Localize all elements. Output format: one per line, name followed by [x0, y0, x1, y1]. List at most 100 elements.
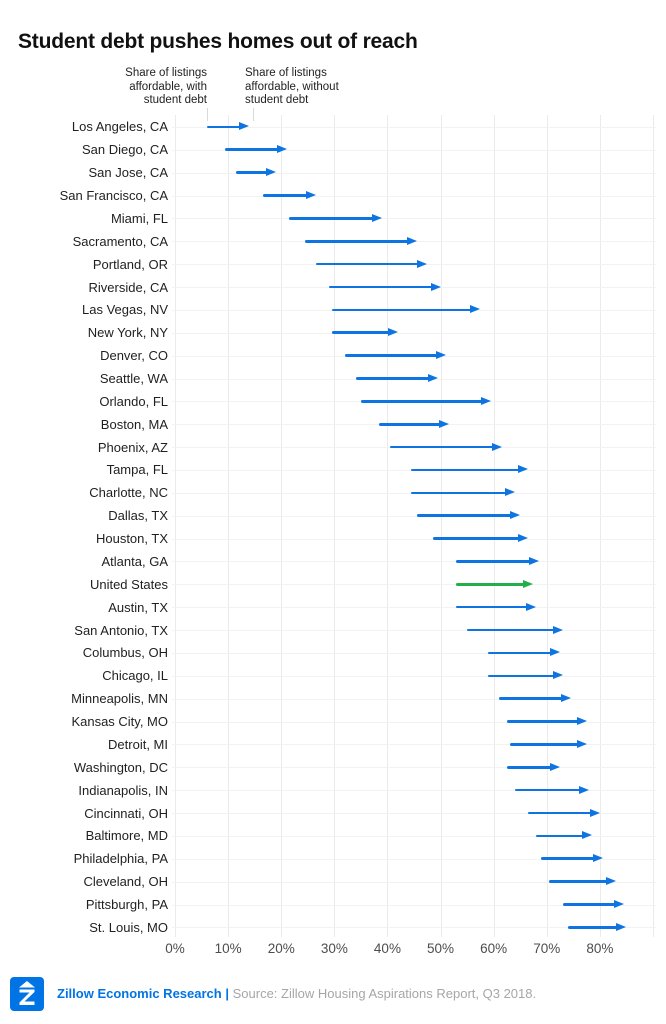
row-label: Kansas City, MO	[71, 714, 168, 730]
value-arrow	[289, 213, 383, 223]
value-arrow	[355, 374, 438, 383]
row-label: Boston, MA	[100, 416, 168, 432]
arrow-head	[550, 762, 561, 771]
zillow-logo	[10, 977, 44, 1011]
arrow-shaft	[315, 262, 421, 266]
footer-text: Zillow Economic Research | Source: Zillo…	[57, 986, 536, 1001]
row-label: San Antonio, TX	[74, 622, 168, 638]
row-gridline	[172, 561, 656, 563]
x-tick-label: 70%	[533, 941, 561, 956]
value-arrow	[331, 328, 399, 337]
value-arrow	[456, 602, 537, 612]
row-label: Columbus, OH	[82, 645, 168, 661]
row-gridline	[172, 652, 656, 654]
x-tick-label: 20%	[267, 941, 295, 956]
arrow-shaft	[262, 194, 309, 197]
row-gridline	[172, 126, 656, 128]
arrow-head	[305, 191, 316, 200]
arrow-shaft	[236, 171, 269, 174]
arrow-head	[427, 374, 438, 382]
zillow-z-icon	[19, 981, 35, 1005]
arrow-head	[526, 602, 537, 611]
value-arrow	[528, 808, 600, 818]
value-arrow	[379, 419, 449, 429]
row-label: Denver, CO	[100, 348, 168, 364]
arrow-shaft	[289, 217, 376, 220]
legend-with-debt-line3: student debt	[143, 94, 207, 106]
x-gridline	[440, 115, 442, 937]
legend-with-debt-label: Share of listings affordable, with stude…	[57, 67, 207, 108]
value-arrow	[456, 579, 534, 589]
arrow-head	[579, 785, 590, 794]
arrow-head	[581, 831, 592, 840]
row-label: Atlanta, GA	[101, 553, 168, 569]
arrow-shaft	[506, 720, 580, 723]
value-arrow	[315, 259, 428, 269]
row-gridline	[172, 538, 656, 540]
arrow-head	[388, 328, 399, 337]
value-arrow	[488, 648, 561, 657]
annotation-connector-with	[207, 108, 208, 121]
x-tick-label: 30%	[320, 941, 348, 956]
legend-without-debt-line1: Share of listings	[245, 67, 327, 79]
value-arrow	[498, 694, 571, 703]
arrow-head	[406, 236, 417, 245]
value-arrow	[329, 282, 441, 292]
x-tick-label: 60%	[480, 941, 508, 956]
value-arrow	[360, 396, 491, 406]
value-arrow	[506, 762, 561, 772]
arrow-head	[438, 419, 449, 428]
arrow-head	[518, 465, 529, 474]
arrow-head	[480, 396, 491, 405]
row-label: Portland, OR	[92, 256, 168, 272]
x-gridline	[228, 115, 230, 937]
footer-source: Source: Zillow Housing Aspirations Repor…	[232, 986, 537, 1001]
row-label: Detroit, MI	[108, 736, 168, 752]
row-label: United States	[89, 576, 168, 592]
row-gridline	[172, 744, 656, 746]
page-title: Student debt pushes homes out of reach	[18, 30, 418, 53]
row-label: Washington, DC	[73, 759, 168, 775]
row-gridline	[172, 881, 656, 883]
arrow-shaft	[355, 377, 431, 380]
row-label: Philadelphia, PA	[73, 851, 168, 867]
arrow-shaft	[498, 697, 564, 700]
value-arrow	[467, 625, 563, 635]
row-gridline	[172, 813, 656, 815]
row-gridline	[172, 218, 656, 220]
row-gridline	[172, 149, 656, 151]
arrow-shaft	[568, 926, 620, 929]
row-gridline	[172, 767, 656, 769]
row-label: New York, NY	[87, 325, 168, 341]
arrow-shaft	[390, 445, 495, 449]
x-gridline	[387, 115, 389, 937]
arrow-shaft	[509, 743, 580, 746]
arrow-head	[576, 739, 587, 748]
row-label: Minneapolis, MN	[71, 691, 168, 707]
arrow-head	[518, 534, 529, 543]
value-arrow	[549, 877, 616, 886]
x-gridline	[599, 115, 601, 937]
value-arrow	[562, 900, 624, 909]
legend-without-debt-label: Share of listings affordable, without st…	[245, 67, 405, 108]
arrow-head	[589, 808, 600, 817]
legend-with-debt-line2: affordable, with	[129, 80, 207, 93]
arrow-head	[239, 122, 250, 131]
value-arrow	[390, 442, 502, 452]
value-arrow	[568, 922, 627, 932]
value-arrow	[344, 351, 446, 360]
row-gridline	[172, 904, 656, 906]
row-gridline	[172, 835, 656, 837]
legend-without-debt-line3: student debt	[245, 94, 309, 106]
row-gridline	[172, 698, 656, 700]
value-arrow	[411, 488, 515, 497]
row-gridline	[172, 332, 656, 334]
row-label: Cincinnati, OH	[84, 805, 168, 821]
row-gridline	[172, 515, 656, 517]
arrow-head	[504, 488, 515, 497]
arrow-shaft	[411, 491, 508, 495]
row-gridline	[172, 172, 656, 174]
value-arrow	[236, 168, 276, 177]
x-gridline	[175, 115, 176, 937]
